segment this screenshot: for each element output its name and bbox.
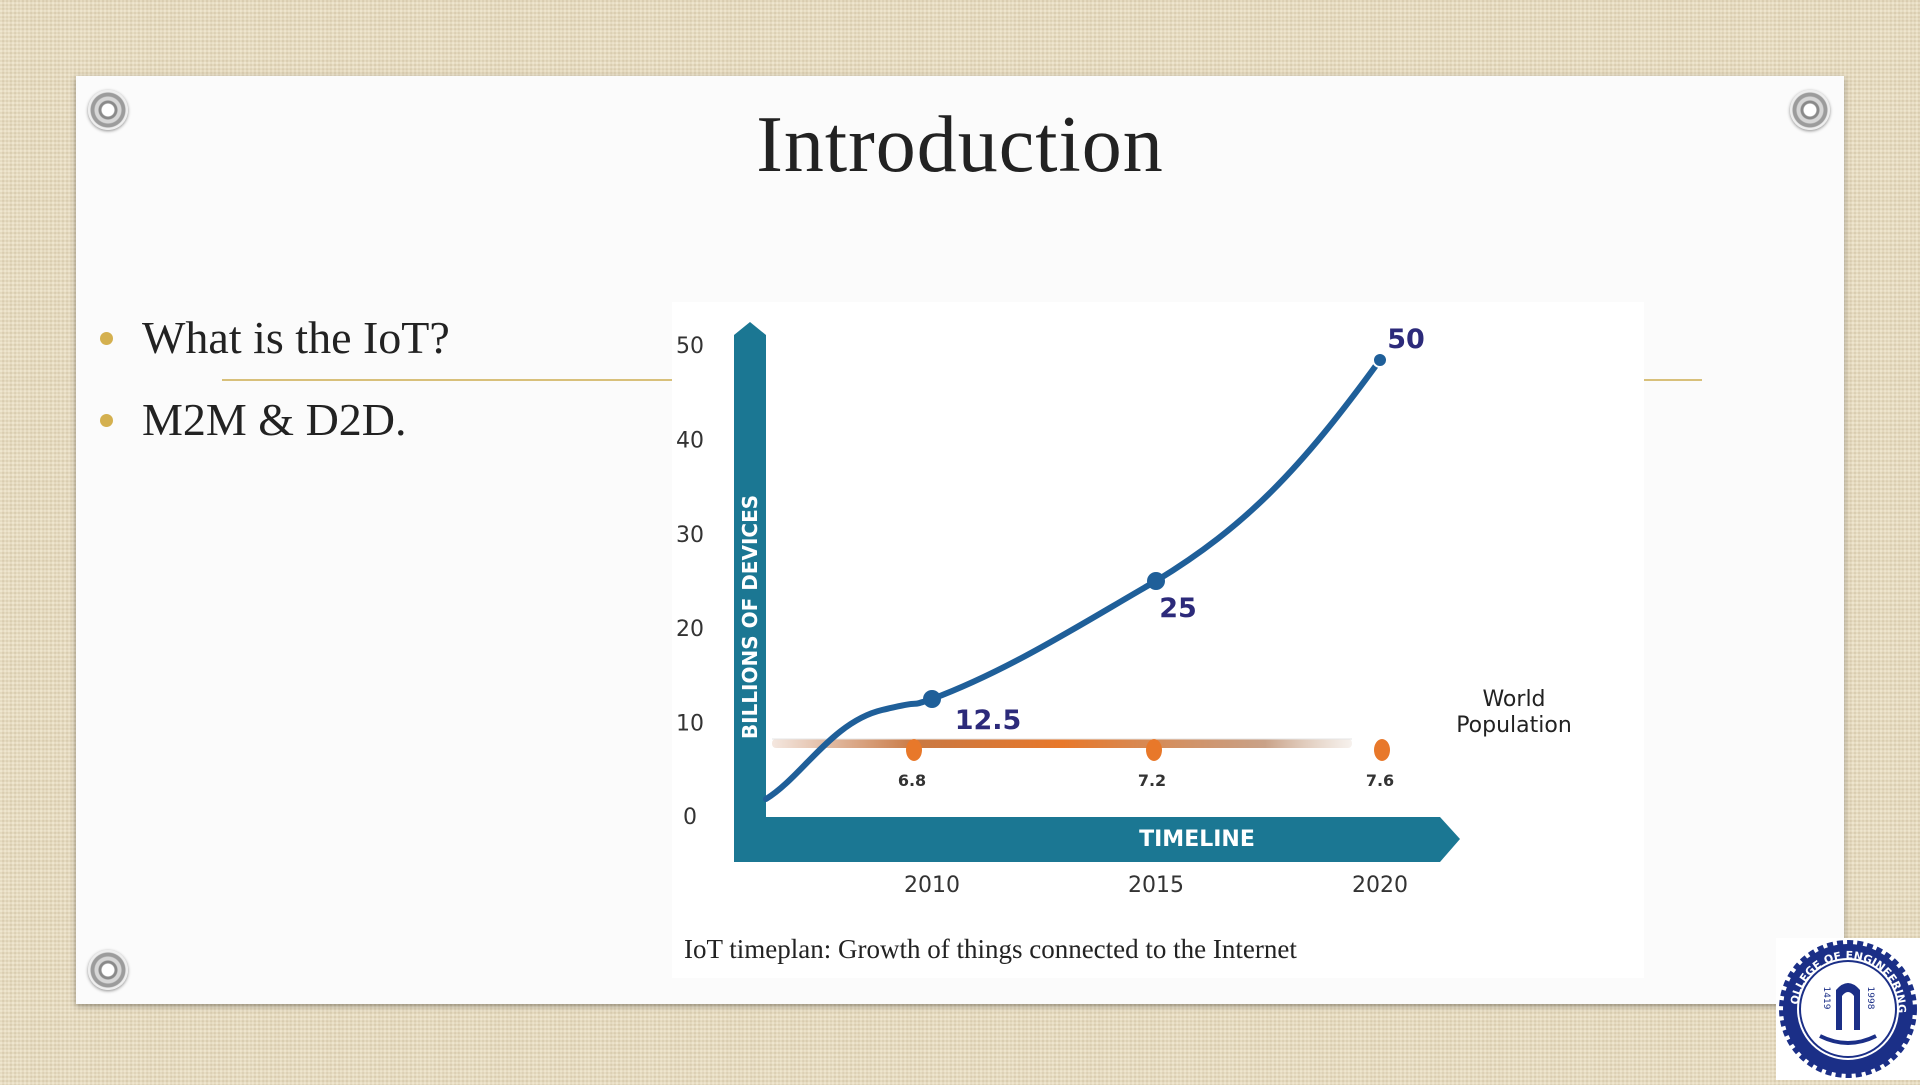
y-axis-title: BILLIONS OF DEVICES — [738, 495, 762, 739]
college-logo: 1419 1998 COLLEGE OF ENGINEERING — [1772, 928, 1920, 1080]
x-tick-label: 2020 — [1352, 873, 1408, 898]
population-value-label: 7.6 — [1366, 771, 1394, 790]
iot-growth-chart: BILLIONS OF DEVICES TIMELINE 0 10 20 30 40 50 2… — [676, 322, 1572, 898]
bullet-item: What is the IoT? — [100, 308, 450, 390]
bullet-dot-icon — [100, 332, 113, 345]
chart-ticks: 0 10 20 30 40 50 2010 2015 2020 — [676, 334, 1408, 898]
devices-value-label: 25 — [1159, 593, 1197, 624]
x-axis-title: TIMELINE — [1139, 827, 1255, 852]
population-value-label: 6.8 — [898, 771, 926, 790]
college-logo-emblem: 1419 1998 COLLEGE OF ENGINEERING — [1772, 928, 1917, 1078]
chart-labels: 12.5 25 50 — [955, 324, 1425, 736]
x-tick-label: 2015 — [1128, 873, 1184, 898]
bullet-dot-icon — [100, 414, 113, 427]
bullet-list: What is the IoT? M2M & D2D. — [100, 308, 450, 472]
bullet-text: What is the IoT? — [142, 312, 450, 363]
rivet-bottom-left — [88, 950, 128, 990]
x-tick-label: 2010 — [904, 873, 960, 898]
y-tick-label: 50 — [676, 334, 704, 359]
y-tick-label: 10 — [676, 712, 704, 737]
bullet-text: M2M & D2D. — [142, 394, 407, 445]
y-tick-label: 0 — [683, 805, 697, 830]
chart-axes: BILLIONS OF DEVICES TIMELINE — [734, 322, 1460, 862]
devices-curve — [763, 357, 1383, 802]
logo-year-left: 1419 — [1821, 987, 1831, 1010]
devices-point — [923, 690, 941, 708]
title-underline-right — [1642, 379, 1702, 381]
y-axis-band — [734, 322, 766, 862]
y-tick-label: 40 — [676, 428, 704, 453]
rivet-top-left — [88, 90, 128, 130]
slide-title: Introduction — [756, 101, 1164, 189]
y-tick-label: 30 — [676, 523, 704, 548]
population-legend-label: World Population — [1456, 687, 1572, 738]
population-series: 6.8 7.2 7.6 World Population — [772, 687, 1572, 790]
logo-year-right: 1998 — [1865, 987, 1875, 1010]
x-axis-arrow — [734, 817, 1460, 862]
title-underline-left — [222, 379, 674, 381]
devices-value-label: 12.5 — [955, 705, 1022, 736]
population-legend-line: World — [1482, 687, 1545, 712]
population-legend-line: Population — [1456, 713, 1572, 738]
devices-series — [763, 352, 1388, 802]
y-tick-label: 20 — [676, 617, 704, 642]
population-point — [906, 739, 922, 761]
devices-point — [1372, 352, 1388, 368]
devices-value-label: 50 — [1387, 324, 1425, 355]
chart-figure: BILLIONS OF DEVICES TIMELINE 0 10 20 30 40 50 2… — [672, 302, 1644, 978]
population-value-label: 7.2 — [1138, 771, 1166, 790]
chart-caption: IoT timeplan: Growth of things connected… — [684, 934, 1297, 964]
population-band — [772, 739, 1352, 748]
population-point — [1146, 739, 1162, 761]
rivet-top-right — [1790, 90, 1830, 130]
devices-point — [1147, 572, 1165, 590]
bullet-item: M2M & D2D. — [100, 390, 450, 472]
population-point — [1374, 739, 1390, 761]
